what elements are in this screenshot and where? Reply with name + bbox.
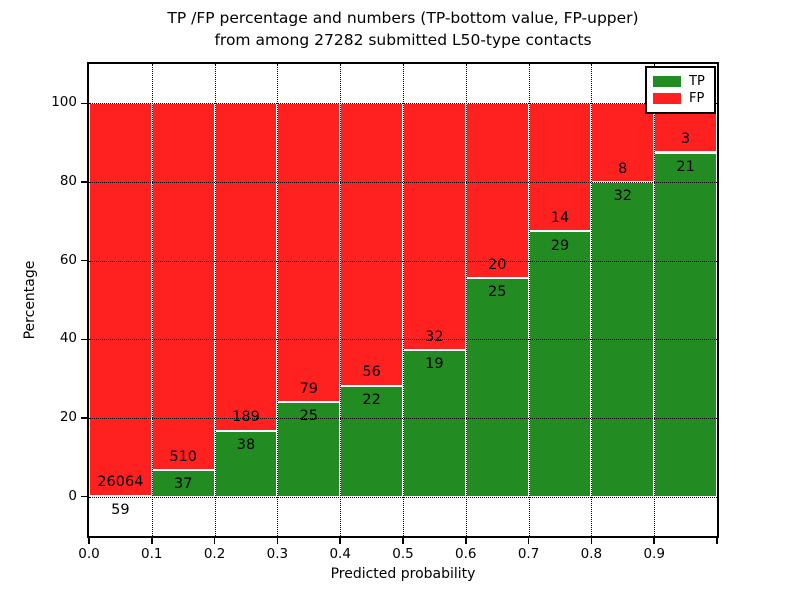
gridline-vertical bbox=[591, 64, 593, 536]
bar-tp-segment bbox=[465, 278, 529, 497]
legend-entry-tp: TP bbox=[653, 75, 708, 88]
x-tick-label: 0.6 bbox=[455, 546, 477, 562]
x-axis-tick bbox=[527, 538, 530, 544]
y-axis-tick bbox=[81, 181, 87, 183]
x-tick-label: 0.0 bbox=[78, 546, 100, 562]
tp-count-label: 32 bbox=[613, 188, 633, 205]
fp-count-label: 3 bbox=[680, 131, 691, 148]
bar-tp-segment bbox=[528, 231, 592, 497]
tp-count-label: 37 bbox=[173, 476, 193, 493]
gridline-vertical bbox=[465, 64, 467, 536]
y-tick-label: 0 bbox=[68, 487, 77, 504]
x-tick-label: 0.1 bbox=[141, 546, 163, 562]
fp-count-label: 26064 bbox=[97, 474, 144, 491]
plot-area: 26064 59 510 37 189 38 79 25 56 22 32 19 20 25 14 29 8 32… bbox=[87, 62, 719, 538]
fp-count-label: 79 bbox=[299, 380, 319, 397]
tp-count-label: 21 bbox=[676, 158, 695, 175]
x-axis-tick bbox=[276, 538, 279, 544]
x-axis-tick bbox=[88, 538, 90, 544]
tp-count-label: 38 bbox=[236, 436, 256, 453]
legend-entry-fp: FP bbox=[653, 92, 708, 105]
y-axis-tick bbox=[81, 259, 87, 262]
gridline-vertical bbox=[151, 64, 153, 536]
bar-fp-segment bbox=[403, 103, 466, 351]
y-tick-label: 100 bbox=[51, 94, 77, 111]
x-axis-tick bbox=[402, 538, 404, 544]
tp-count-label: 25 bbox=[299, 408, 319, 425]
bar-tp-segment bbox=[151, 470, 215, 497]
tp-swatch-icon bbox=[653, 75, 681, 87]
gridline-vertical bbox=[654, 64, 656, 536]
y-axis-tick bbox=[81, 338, 87, 341]
x-axis-tick bbox=[151, 538, 153, 544]
bar-fp-segment bbox=[277, 103, 341, 403]
fp-count-label: 14 bbox=[550, 210, 570, 227]
x-tick-label: 0.5 bbox=[392, 546, 414, 562]
bar-fp-segment bbox=[214, 103, 278, 431]
x-tick-label: 0.8 bbox=[580, 546, 603, 562]
fp-count-label: 20 bbox=[487, 256, 507, 273]
x-tick-label: 0.4 bbox=[329, 546, 351, 562]
fp-count-label: 56 bbox=[362, 364, 381, 381]
y-tick-label: 80 bbox=[59, 173, 77, 189]
gridline-vertical bbox=[340, 64, 342, 536]
x-tick-label: 0.2 bbox=[203, 546, 226, 562]
bar-tp-segment bbox=[340, 385, 403, 497]
tp-count-label: 25 bbox=[487, 284, 507, 301]
legend: TP FP bbox=[645, 66, 716, 114]
fp-count-label: 8 bbox=[618, 160, 628, 177]
fp-count-label: 510 bbox=[169, 448, 198, 465]
gridline-vertical bbox=[277, 64, 279, 536]
x-axis-tick bbox=[339, 538, 341, 544]
y-axis-tick bbox=[81, 102, 87, 105]
fp-count-label: 189 bbox=[232, 409, 260, 426]
x-axis-tick bbox=[653, 538, 655, 544]
x-tick-label: 0.7 bbox=[517, 546, 540, 562]
y-tick-label: 20 bbox=[59, 409, 77, 425]
tp-count-label: 59 bbox=[111, 501, 130, 518]
x-axis-tick bbox=[716, 538, 718, 544]
x-axis-label: Predicted probability bbox=[330, 566, 476, 582]
bar-tp-segment bbox=[654, 152, 717, 497]
bar-fp-segment bbox=[340, 103, 403, 386]
tp-count-label: 19 bbox=[425, 356, 444, 373]
x-axis-tick bbox=[590, 538, 593, 544]
chart-title: TP /FP percentage and numbers (TP-bottom… bbox=[87, 7, 719, 51]
tp-count-label: 29 bbox=[550, 237, 570, 254]
gridline-vertical bbox=[528, 64, 530, 536]
x-axis-tick bbox=[465, 538, 467, 544]
tp-count-label: 22 bbox=[362, 391, 381, 408]
chart-title-line1: TP /FP percentage and numbers (TP-bottom… bbox=[167, 9, 639, 27]
bar-fp-segment bbox=[528, 103, 592, 232]
fp-count-label: 32 bbox=[425, 328, 444, 345]
x-tick-label: 0.9 bbox=[643, 546, 665, 562]
gridline-vertical bbox=[214, 64, 216, 536]
y-tick-label: 60 bbox=[59, 251, 77, 268]
fp-swatch-icon bbox=[653, 93, 681, 105]
y-axis-tick bbox=[81, 417, 87, 419]
bar-fp-segment bbox=[465, 103, 529, 279]
bar-tp-segment bbox=[277, 402, 341, 497]
bar-fp-segment bbox=[89, 103, 152, 496]
y-axis-tick bbox=[81, 495, 87, 498]
x-axis-tick bbox=[213, 538, 216, 544]
bar-fp-segment bbox=[591, 103, 655, 182]
chart-title-line2: from among 27282 submitted L50-type cont… bbox=[214, 31, 592, 49]
gridline-vertical bbox=[403, 64, 404, 536]
bar-fp-segment bbox=[151, 103, 215, 471]
y-axis-label: Percentage bbox=[22, 260, 38, 340]
x-tick-label: 0.3 bbox=[266, 546, 289, 562]
y-tick-label: 40 bbox=[59, 330, 77, 347]
legend-label-tp: TP bbox=[689, 73, 705, 89]
legend-label-fp: FP bbox=[689, 91, 705, 107]
